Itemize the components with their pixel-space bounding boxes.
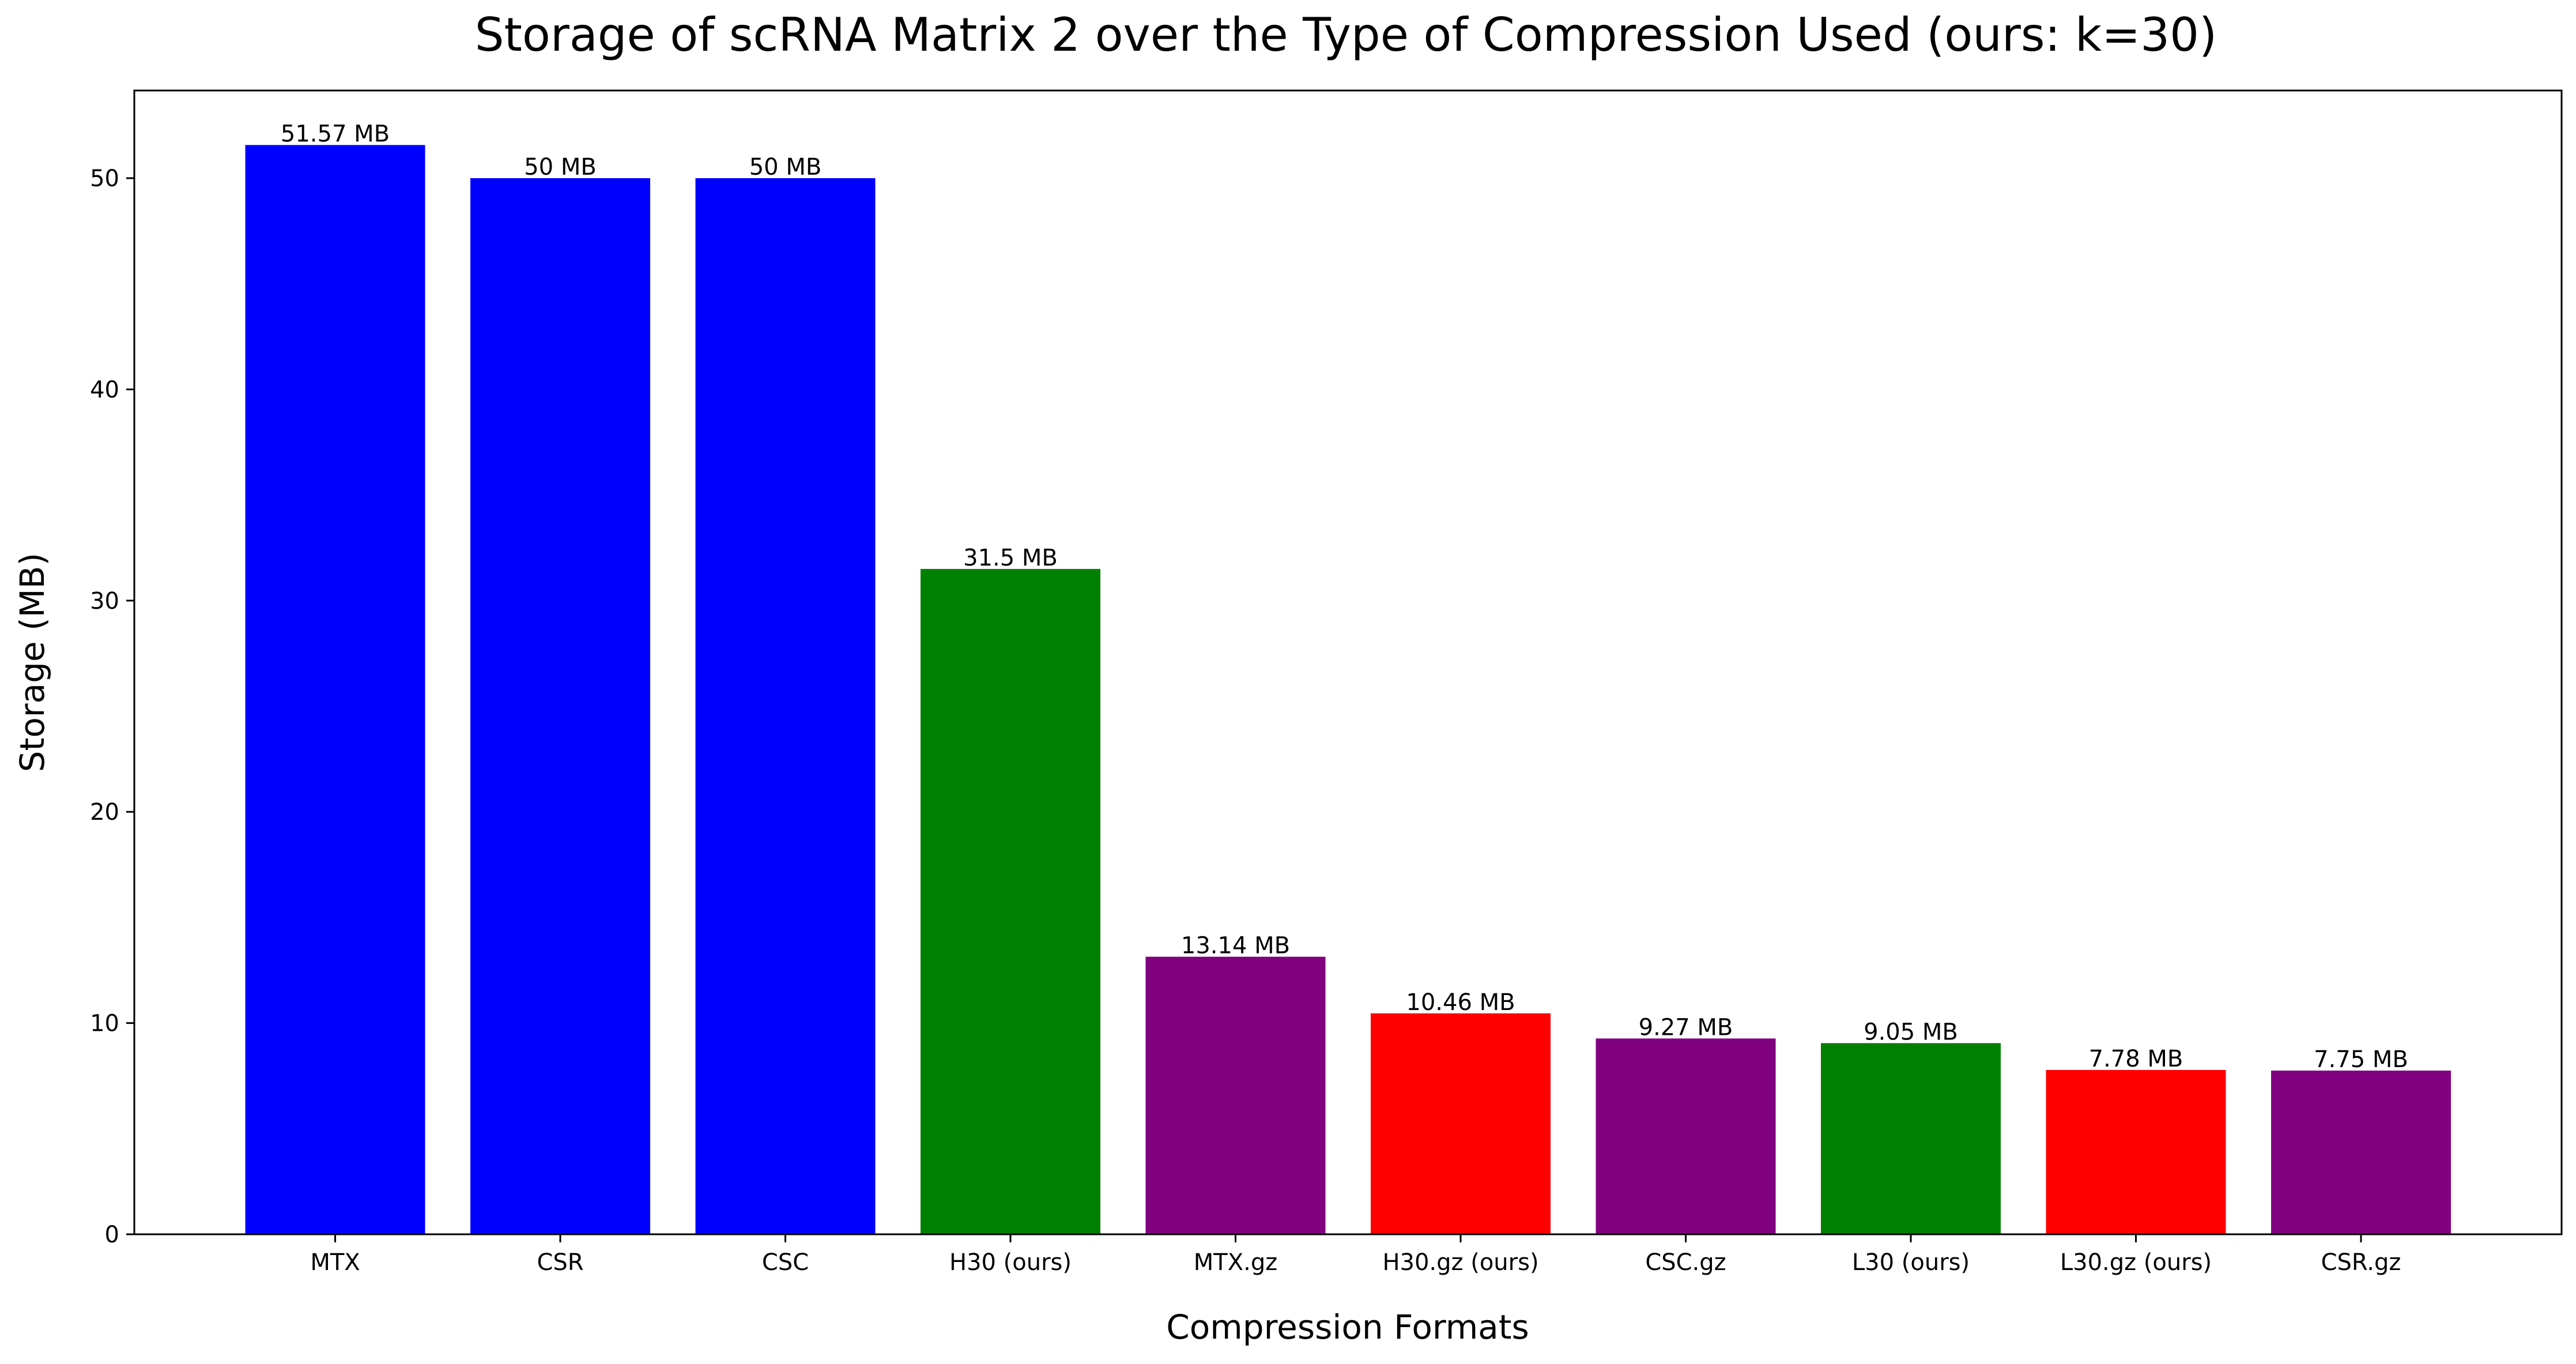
x-tick-label-1: CSR bbox=[537, 1249, 583, 1276]
bar-1 bbox=[470, 178, 650, 1234]
bar-2 bbox=[695, 178, 876, 1234]
x-tick-label-2: CSC bbox=[762, 1249, 809, 1276]
bar-4 bbox=[1145, 956, 1326, 1234]
x-tick-label-8: L30.gz (ours) bbox=[2060, 1249, 2212, 1276]
y-tick-label-1: 10 bbox=[90, 1011, 119, 1037]
y-tick-label-3: 30 bbox=[90, 588, 119, 615]
x-tick-label-9: CSR.gz bbox=[2321, 1249, 2401, 1276]
bars-group bbox=[245, 145, 2451, 1234]
x-tick-label-3: H30 (ours) bbox=[949, 1249, 1072, 1276]
y-axis-ticks: 0 10 20 30 40 50 bbox=[90, 165, 134, 1248]
bar-8 bbox=[2046, 1069, 2226, 1234]
x-tick-label-7: L30 (ours) bbox=[1852, 1249, 1970, 1276]
x-tick-label-4: MTX.gz bbox=[1194, 1249, 1277, 1276]
data-label-9: 7.75 MB bbox=[2314, 1046, 2408, 1073]
y-tick-label-2: 20 bbox=[90, 799, 119, 826]
data-label-1: 50 MB bbox=[524, 154, 597, 180]
bar-9 bbox=[2271, 1071, 2451, 1234]
bar-0 bbox=[245, 145, 425, 1234]
bar-7 bbox=[1821, 1043, 2001, 1234]
data-label-2: 50 MB bbox=[749, 154, 822, 180]
bar-5 bbox=[1371, 1013, 1551, 1234]
data-label-3: 31.5 MB bbox=[963, 545, 1058, 571]
plot-area-frame bbox=[133, 89, 2563, 1235]
x-tick-label-6: CSC.gz bbox=[1645, 1249, 1726, 1276]
y-tick-label-0: 0 bbox=[105, 1222, 119, 1248]
data-label-8: 7.78 MB bbox=[2089, 1046, 2183, 1072]
data-labels-group: 51.57 MB 50 MB 50 MB 31.5 MB 13.14 MB 10.46 M… bbox=[281, 121, 2408, 1073]
data-label-0: 51.57 MB bbox=[281, 121, 390, 148]
y-tick-label-4: 40 bbox=[90, 376, 119, 403]
y-axis-label: Storage (MB) bbox=[13, 553, 52, 772]
x-tick-label-5: H30.gz (ours) bbox=[1382, 1249, 1538, 1276]
bar-3 bbox=[921, 568, 1100, 1234]
y-tick-label-5: 50 bbox=[90, 165, 119, 192]
data-label-7: 9.05 MB bbox=[1864, 1019, 1958, 1045]
chart-title: Storage of scRNA Matrix 2 over the Type … bbox=[475, 8, 2217, 62]
data-label-5: 10.46 MB bbox=[1406, 989, 1515, 1016]
x-tick-label-0: MTX bbox=[310, 1249, 360, 1276]
x-axis-label: Compression Formats bbox=[1166, 1308, 1529, 1347]
data-label-4: 13.14 MB bbox=[1181, 933, 1290, 959]
x-axis-ticks: MTX CSR CSC H30 (ours) MTX.gz H30.gz (ours) CS… bbox=[310, 1234, 2401, 1276]
bar-6 bbox=[1596, 1038, 1776, 1234]
data-label-6: 9.27 MB bbox=[1639, 1014, 1733, 1041]
